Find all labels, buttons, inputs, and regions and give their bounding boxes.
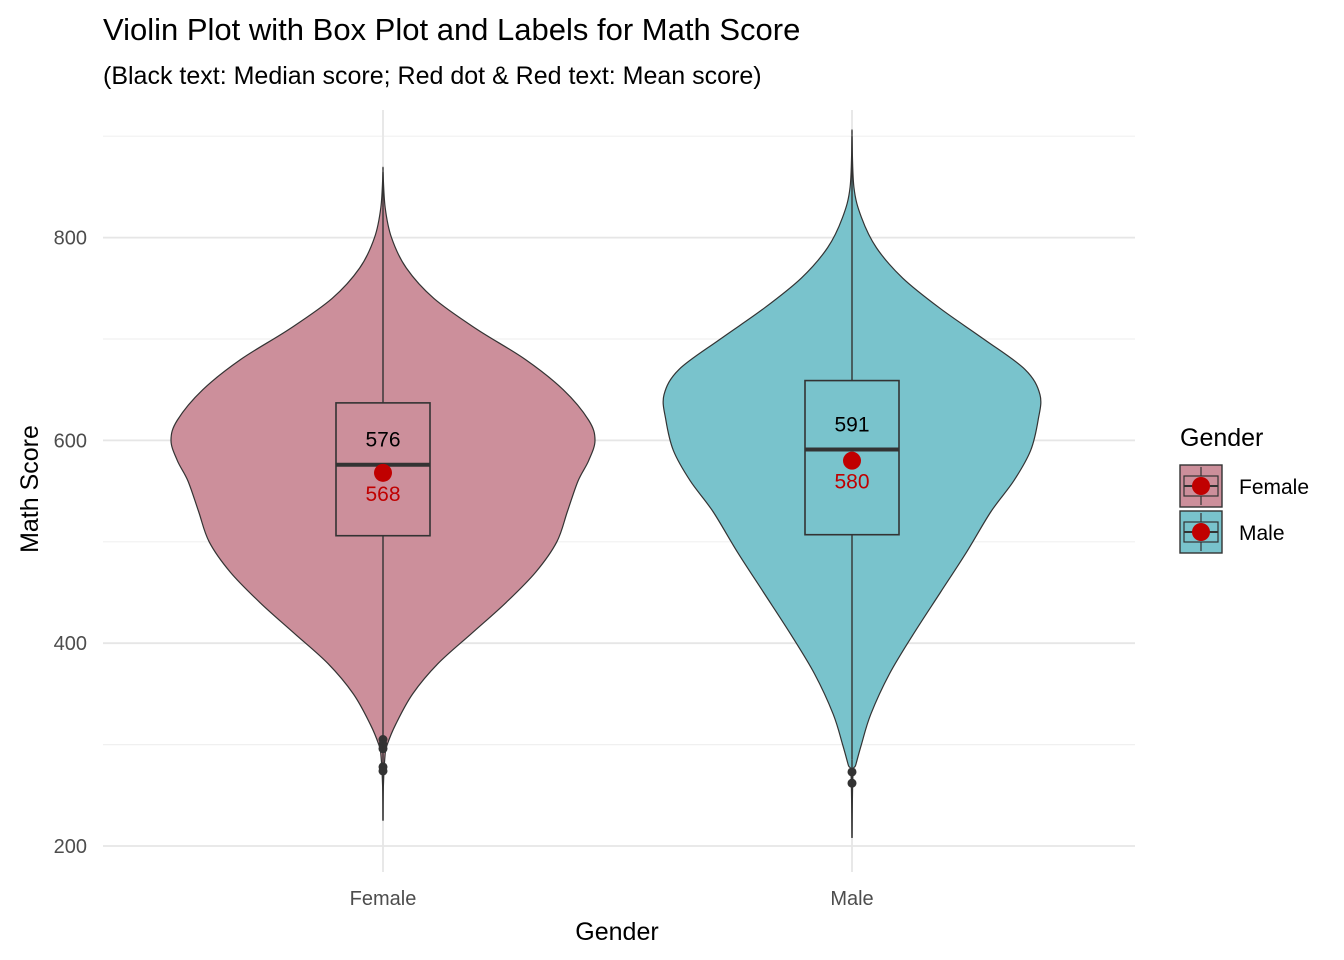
mean-label: 568 [365,483,400,506]
chart-title: Violin Plot with Box Plot and Labels for… [103,12,800,47]
median-label: 576 [365,429,400,452]
legend: Gender Female Male [1179,424,1309,554]
y-tick-label: 200 [54,836,87,858]
violins [170,129,1042,838]
value-labels: 576 568 591 580 [365,414,869,506]
x-tick-label: Female [350,888,417,910]
median-label: 591 [834,414,869,437]
legend-label-female: Female [1239,476,1309,499]
legend-key-mean [1192,523,1210,541]
chart-subtitle: (Black text: Median score; Red dot & Red… [103,62,762,90]
axes: 200 400 600 800 Female Male [54,228,874,910]
y-axis-title: Math Score [16,425,44,553]
mean-point [843,451,861,470]
x-tick-label: Male [830,888,873,910]
box-male [804,379,900,536]
y-tick-label: 800 [54,228,87,250]
legend-key-mean [1192,477,1210,495]
mean-label: 580 [834,471,869,494]
violin-female [170,166,596,821]
y-tick-label: 400 [54,633,87,655]
legend-label-male: Male [1239,522,1285,545]
violin-male [662,129,1042,838]
legend-title: Gender [1180,424,1263,452]
box-female [335,402,431,537]
boxplots [335,136,900,838]
x-axis-title: Gender [575,918,658,946]
y-tick-label: 600 [54,430,87,452]
mean-point [374,463,392,482]
